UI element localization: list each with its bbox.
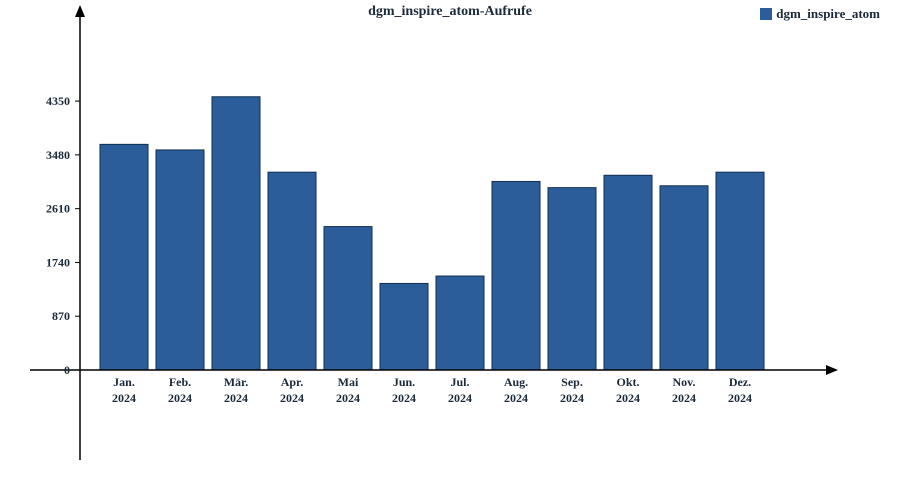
x-tick-sublabel: 2024	[560, 391, 584, 405]
x-tick-label: Mär.	[224, 375, 249, 389]
bar	[604, 175, 652, 370]
x-tick-label: Jul.	[450, 375, 469, 389]
legend: dgm_inspire_atom	[760, 6, 880, 22]
x-tick-label: Feb.	[169, 375, 191, 389]
bar	[380, 283, 428, 370]
bar	[324, 227, 372, 370]
bar	[268, 172, 316, 370]
bar	[156, 150, 204, 370]
x-tick-sublabel: 2024	[280, 391, 304, 405]
x-tick-sublabel: 2024	[616, 391, 640, 405]
x-tick-label: Aug.	[504, 375, 528, 389]
bar	[548, 188, 596, 370]
bar	[660, 186, 708, 370]
x-tick-label: Nov.	[672, 375, 695, 389]
x-tick-sublabel: 2024	[504, 391, 528, 405]
legend-label: dgm_inspire_atom	[776, 6, 880, 22]
legend-swatch	[760, 8, 772, 20]
x-tick-sublabel: 2024	[168, 391, 192, 405]
bar	[436, 276, 484, 370]
y-tick-label: 870	[52, 309, 70, 323]
x-tick-label: Apr.	[281, 375, 304, 389]
y-tick-label: 4350	[46, 94, 70, 108]
y-tick-label: 1740	[46, 255, 70, 269]
x-tick-sublabel: 2024	[336, 391, 360, 405]
y-tick-label: 0	[64, 363, 70, 377]
bar	[492, 181, 540, 370]
y-tick-label: 3480	[46, 148, 70, 162]
x-tick-sublabel: 2024	[728, 391, 752, 405]
x-tick-label: Dez.	[729, 375, 751, 389]
x-tick-sublabel: 2024	[112, 391, 136, 405]
bar	[100, 144, 148, 370]
x-tick-label: Mai	[338, 375, 359, 389]
x-tick-sublabel: 2024	[672, 391, 696, 405]
x-tick-label: Okt.	[616, 375, 639, 389]
x-tick-label: Sep.	[561, 375, 583, 389]
chart-container: dgm_inspire_atom-Aufrufe dgm_inspire_ato…	[0, 0, 900, 500]
x-tick-sublabel: 2024	[224, 391, 248, 405]
bar	[212, 97, 260, 370]
bar	[716, 172, 764, 370]
x-tick-label: Jun.	[393, 375, 415, 389]
x-tick-label: Jan.	[113, 375, 135, 389]
y-tick-label: 2610	[46, 202, 70, 216]
x-tick-sublabel: 2024	[392, 391, 416, 405]
x-tick-sublabel: 2024	[448, 391, 472, 405]
chart-svg: 0 870 1740 2610 3480 4350 Jan. 2024 Feb. 2024 Mär.…	[0, 0, 900, 500]
